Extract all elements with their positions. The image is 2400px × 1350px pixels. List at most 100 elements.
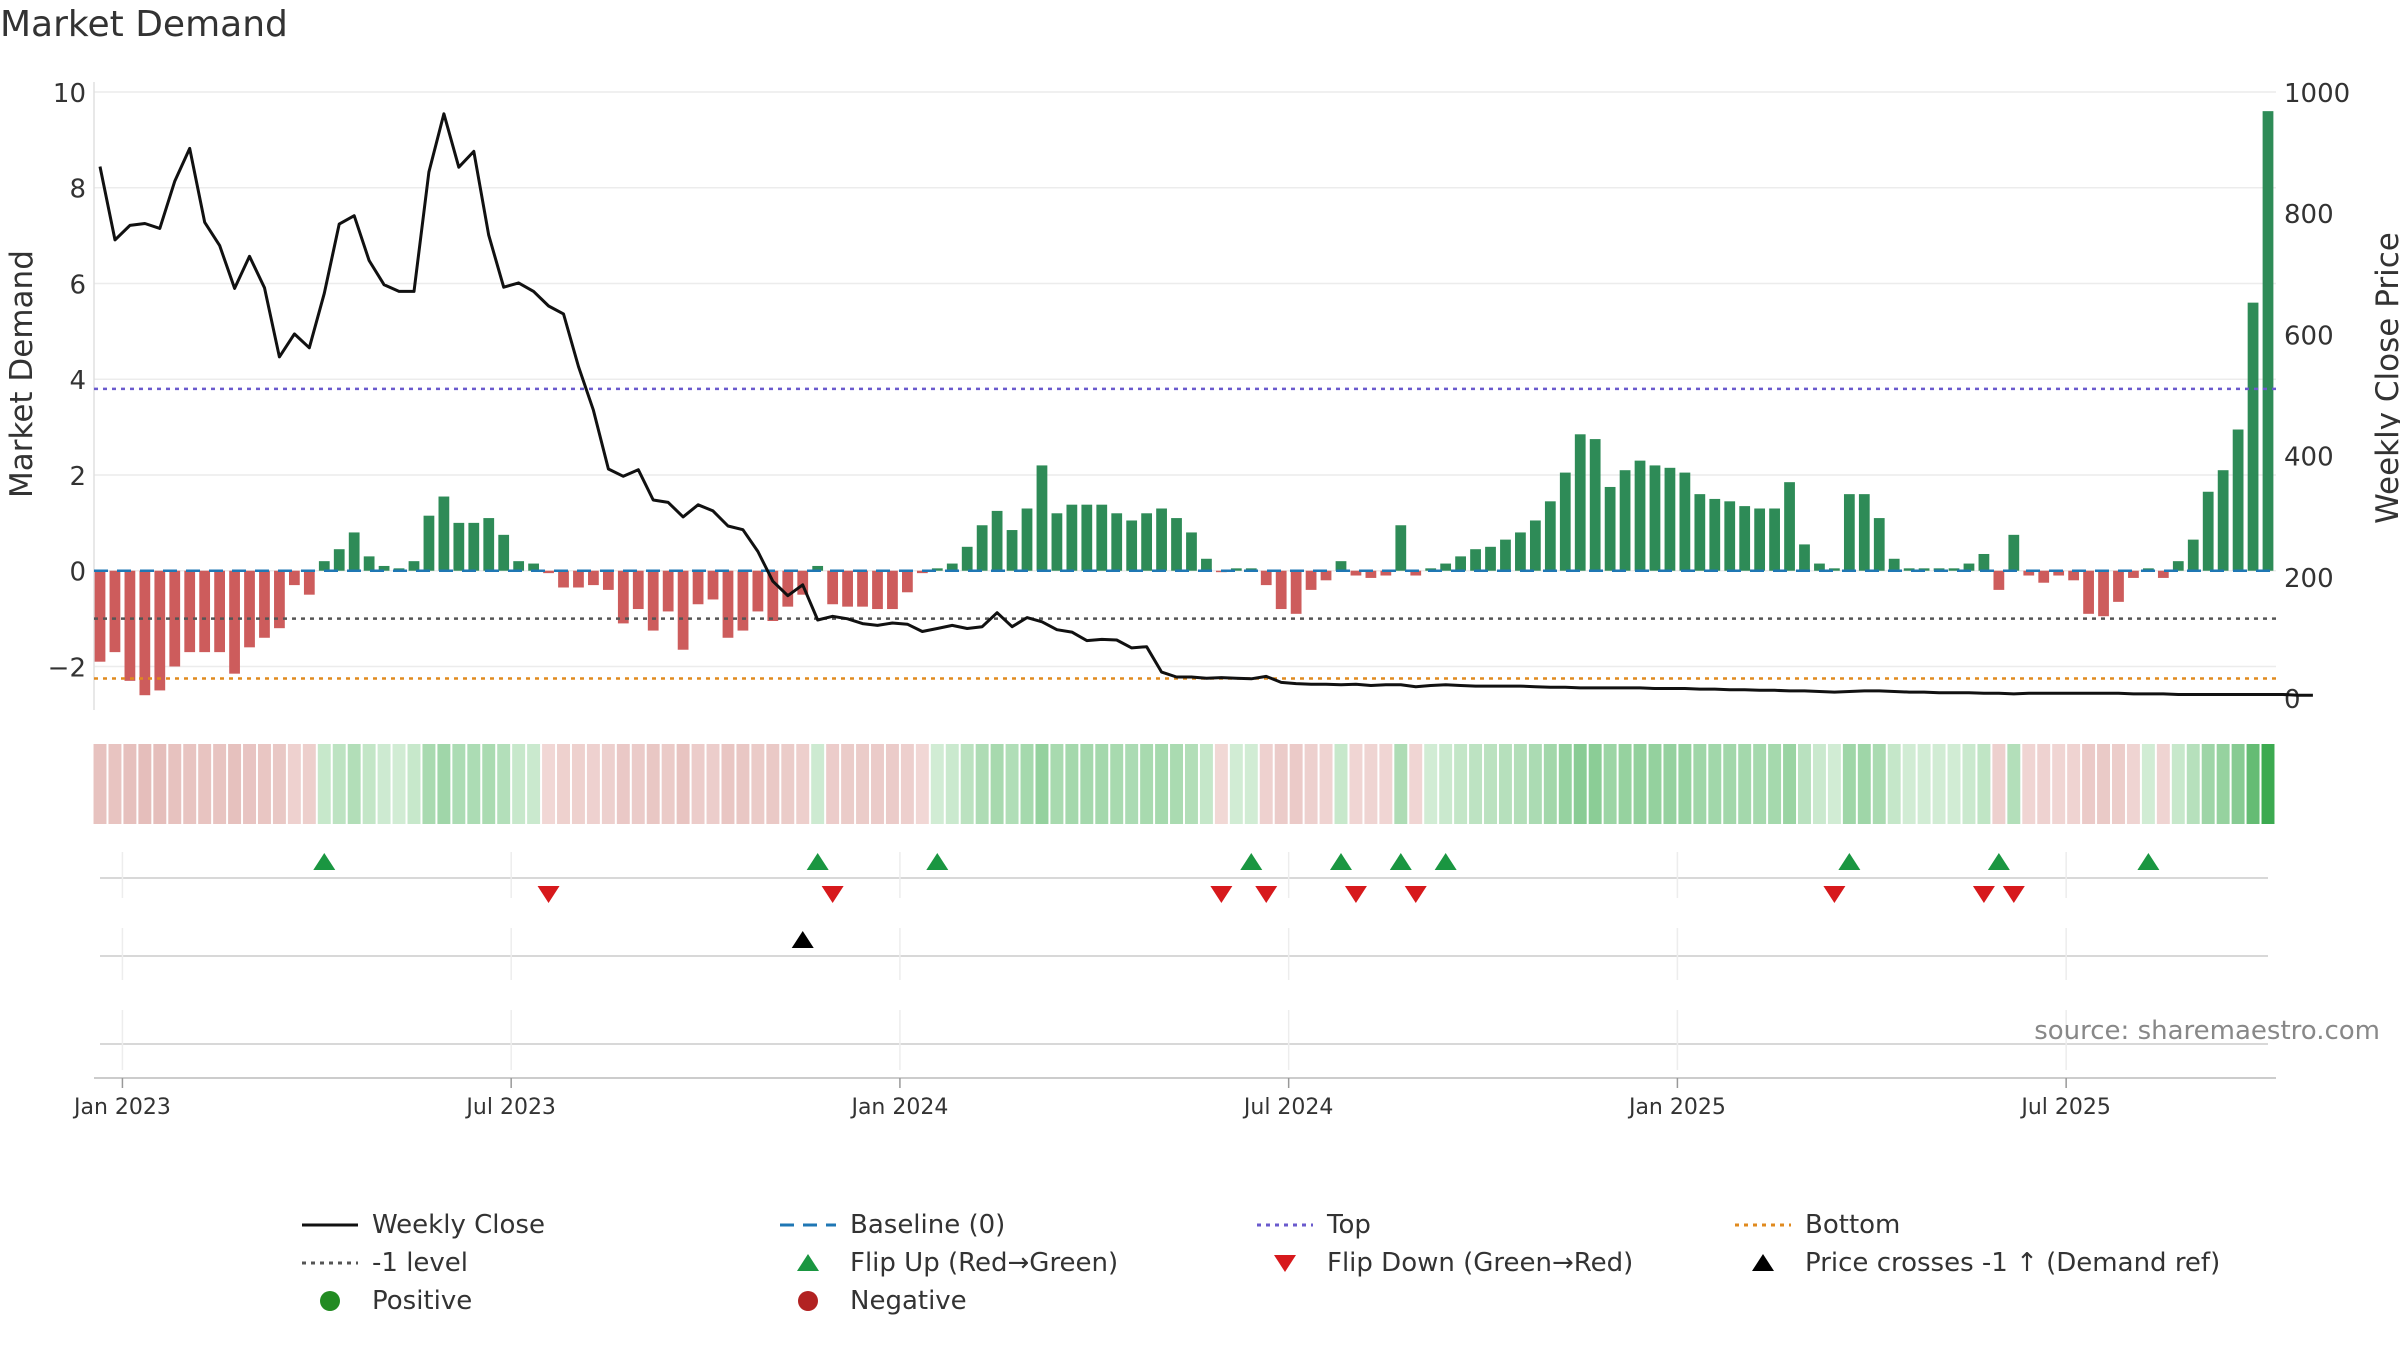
- heat-strip-cell: [1708, 744, 1722, 824]
- demand-bar: [2187, 539, 2199, 571]
- heat-strip-cell: [497, 744, 511, 824]
- heat-strip-cell: [1199, 744, 1213, 824]
- heat-strip-cell: [571, 744, 585, 824]
- demand-bar: [1141, 513, 1153, 571]
- legend-item: Positive: [300, 1286, 472, 1316]
- heat-strip-cell: [796, 744, 810, 824]
- heat-strip-cell: [826, 744, 840, 824]
- demand-bar: [1485, 546, 1496, 571]
- heat-strip-cell: [1214, 744, 1228, 824]
- demand-bar: [752, 570, 764, 612]
- heat-strip-cell: [1125, 744, 1139, 824]
- demand-bar: [1096, 504, 1108, 571]
- heat-strip-cell: [1723, 744, 1737, 824]
- heat-strip-cell: [841, 744, 855, 824]
- demand-bar: [1694, 494, 1706, 571]
- demand-bar: [602, 570, 614, 590]
- heat-strip-cell: [557, 744, 570, 824]
- demand-bar: [2023, 570, 2035, 576]
- demand-bar: [1829, 568, 1840, 571]
- demand-bar: [513, 561, 525, 571]
- heat-strip-cell: [2097, 744, 2111, 824]
- demand-bar: [2262, 111, 2274, 571]
- heat-strip-cell: [407, 744, 421, 824]
- demand-bar: [961, 546, 973, 571]
- heat-strip-cell: [2201, 744, 2215, 824]
- demand-bar: [1230, 568, 1242, 571]
- demand-bar: [214, 570, 225, 653]
- demand-bar: [1544, 501, 1556, 571]
- demand-bar: [887, 570, 898, 610]
- heat-strip-cell: [1394, 744, 1408, 824]
- demand-bar: [647, 570, 659, 631]
- heat-strip-cell: [2037, 744, 2051, 824]
- demand-bar: [1739, 506, 1751, 571]
- heat-strip-cell: [1633, 744, 1647, 824]
- demand-bar: [1784, 482, 1795, 571]
- demand-bar: [1126, 520, 1138, 571]
- heat-strip-cell: [1947, 744, 1961, 824]
- demand-bar: [1156, 508, 1167, 571]
- heat-strip-cell: [302, 744, 316, 824]
- heat-strip-cell: [1977, 744, 1991, 824]
- heat-strip-cell: [317, 744, 331, 824]
- heat-strip-cell: [781, 744, 795, 824]
- demand-bar: [1021, 508, 1033, 571]
- heat-strip-cell: [467, 744, 481, 824]
- heat-strip-cell: [257, 744, 271, 824]
- heat-strip-cell: [1065, 744, 1079, 824]
- demand-bar: [2247, 302, 2259, 571]
- demand-bar: [1709, 498, 1721, 571]
- demand-bar: [692, 570, 704, 605]
- legend-label: Bottom: [1805, 1210, 1901, 1240]
- y-tick-label: −2: [48, 653, 86, 683]
- heat-strip-cell: [676, 744, 690, 824]
- heat-strip-cell: [1902, 744, 1916, 824]
- y-tick-label: 2: [69, 462, 86, 492]
- flip-down-marker: [1344, 886, 1367, 903]
- heat-strip-cell: [631, 744, 645, 824]
- heat-strip-cell: [213, 744, 227, 824]
- demand-bar: [872, 570, 883, 610]
- demand-bar: [378, 565, 390, 571]
- legend-label: -1 level: [372, 1248, 469, 1278]
- heat-strip-cell: [616, 744, 630, 824]
- heat-strip-cell: [885, 744, 899, 824]
- line-swatch-icon: [780, 1223, 836, 1227]
- demand-bar: [483, 518, 495, 571]
- heat-strip-cell: [287, 744, 301, 824]
- heat-strip-cell: [1872, 744, 1886, 824]
- demand-bar: [423, 515, 435, 571]
- demand-bar: [2113, 570, 2124, 602]
- demand-bar: [1380, 570, 1392, 576]
- y-tick-label: 4: [69, 366, 86, 396]
- heat-strip-cell: [228, 744, 242, 824]
- demand-bar: [1111, 513, 1123, 571]
- demand-bar: [902, 570, 913, 593]
- heat-strip-cell: [1274, 744, 1288, 824]
- demand-bar: [154, 570, 166, 691]
- demand-bar: [827, 570, 839, 605]
- demand-bar: [1320, 570, 1332, 581]
- heat-strip-cell: [1050, 744, 1064, 824]
- heat-strip-cell: [1319, 744, 1333, 824]
- demand-bar: [976, 525, 988, 571]
- heat-strip-cell: [1259, 744, 1273, 824]
- demand-bar: [543, 570, 554, 574]
- heat-strip-cell: [1798, 744, 1811, 824]
- heat-strip-cell: [990, 744, 1004, 824]
- legend-label: Weekly Close: [372, 1210, 545, 1240]
- demand-bar: [842, 570, 853, 607]
- demand-bar: [2172, 561, 2184, 571]
- demand-bar: [1066, 504, 1078, 571]
- flip-up-marker: [1987, 853, 2010, 870]
- heat-strip-cell: [1917, 744, 1931, 824]
- heat-strip-cell: [706, 744, 720, 824]
- demand-bar: [1903, 568, 1915, 571]
- y2-tick-label: 600: [2284, 321, 2334, 351]
- demand-bar: [124, 570, 136, 681]
- heat-strip-cell: [1469, 744, 1483, 824]
- heat-strip-cell: [1753, 744, 1767, 824]
- heat-strip-cell: [93, 744, 107, 824]
